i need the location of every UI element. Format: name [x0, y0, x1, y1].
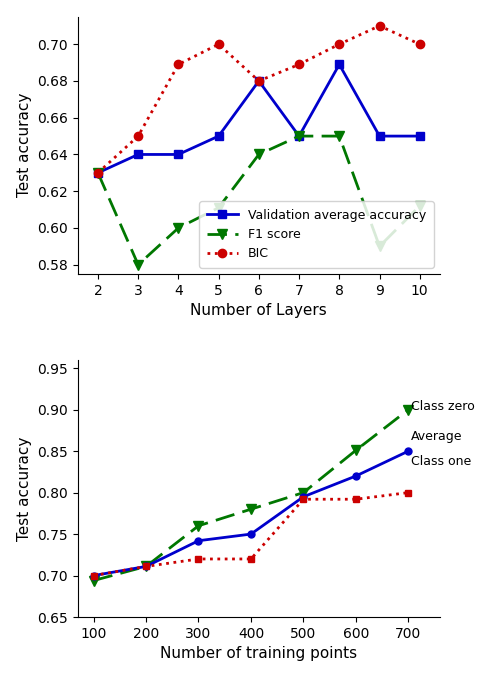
Text: Class one: Class one [411, 454, 471, 468]
Text: Average: Average [411, 430, 463, 443]
X-axis label: Number of training points: Number of training points [160, 646, 357, 661]
Legend: Validation average accuracy, F1 score, BIC: Validation average accuracy, F1 score, B… [199, 201, 434, 268]
Y-axis label: Test accuracy: Test accuracy [17, 436, 32, 540]
Text: Class zero: Class zero [411, 400, 475, 413]
X-axis label: Number of Layers: Number of Layers [191, 303, 327, 318]
Y-axis label: Test accuracy: Test accuracy [17, 93, 32, 197]
